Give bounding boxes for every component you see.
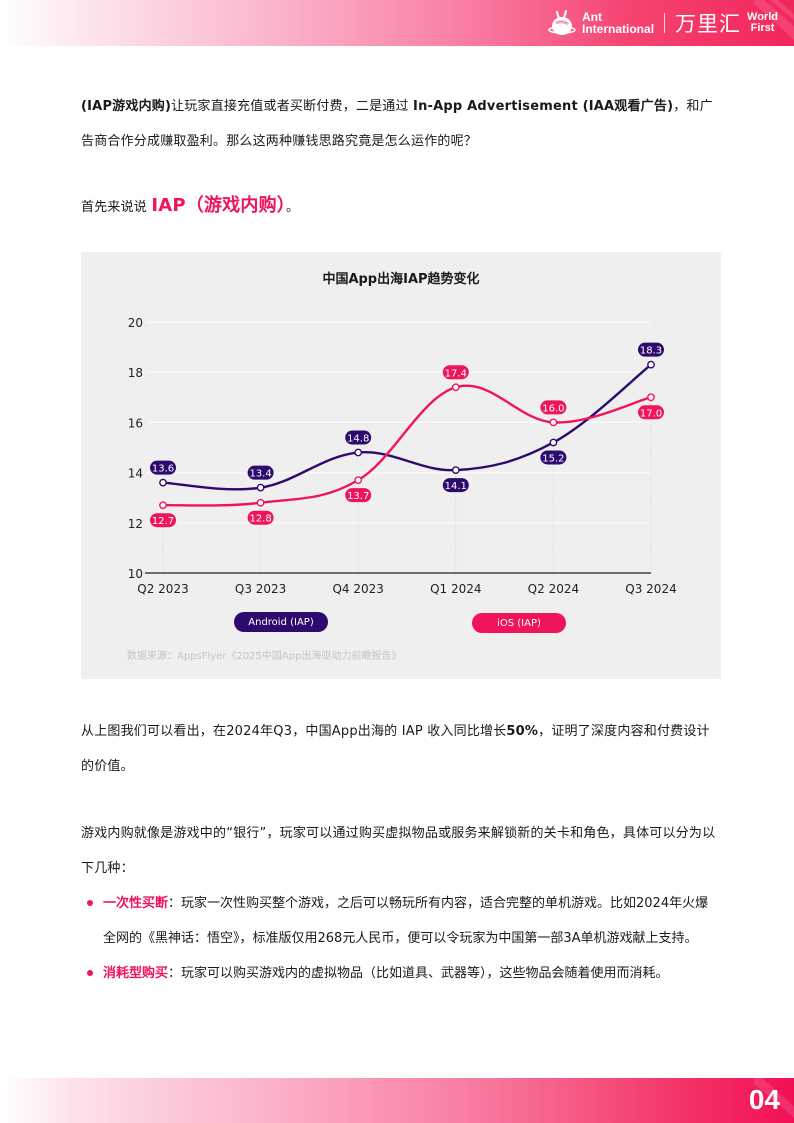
svg-text:17.4: 17.4: [445, 368, 467, 379]
iaa-term: In-App Advertisement (IAA观看广告): [413, 99, 674, 114]
p1-text-b: ，和广告商合作分成赚取盈利。那么这两种赚钱思路究竟是怎么运作的呢？: [81, 99, 713, 149]
growth-paragraph: 从上图我们可以看出，在2024年Q3，中国App出海的 IAP 收入同比增长50…: [81, 714, 721, 784]
svg-text:12.7: 12.7: [152, 516, 174, 527]
chart-source-note: 数据来源：AppsFlyer《2025中国App出海驱动力前瞻报告》: [127, 651, 402, 662]
footer-stripes-decoration: [754, 1078, 794, 1118]
p3-text-a: 从上图我们可以看出，在2024年Q3，中国App出海的 IAP 收入同比增长: [81, 724, 507, 739]
p2-end: 。: [285, 200, 300, 215]
brand-ant-line1: Ant: [582, 10, 603, 24]
brand-divider: [664, 13, 666, 33]
brand-worldfirst-cn: 万里汇: [675, 12, 742, 36]
svg-text:Q2 2023: Q2 2023: [137, 582, 188, 596]
iap-types-list: 一次性买断：玩家一次性购买整个游戏，之后可以畅玩所有内容，适合完整的单机游戏。比…: [81, 886, 721, 991]
brand-wf-line1: World: [747, 11, 778, 23]
svg-text:16: 16: [128, 416, 143, 430]
iap-term: (IAP游戏内购): [81, 99, 172, 114]
growth-percent: 50%: [506, 724, 539, 739]
svg-text:20: 20: [128, 316, 143, 330]
svg-text:Q4 2023: Q4 2023: [332, 582, 383, 596]
brand-wf-line2: First: [750, 22, 775, 34]
list-item: 一次性买断：玩家一次性购买整个游戏，之后可以畅玩所有内容，适合完整的单机游戏。比…: [81, 886, 721, 956]
iap-heading: IAP（游戏内购）: [151, 195, 286, 216]
svg-text:14: 14: [128, 467, 143, 481]
brand-ant-international: Ant International: [582, 11, 654, 35]
bullet-text: ：玩家可以购买游戏内的虚拟物品（比如道具、武器等），这些物品会随着使用而消耗。: [168, 966, 669, 981]
iap-types-intro: 游戏内购就像是游戏中的“银行”，玩家可以通过购买虚拟物品或服务来解锁新的关卡和角…: [81, 816, 721, 886]
bullet-term: 消耗型购买: [103, 966, 169, 981]
svg-text:Q3 2024: Q3 2024: [625, 582, 676, 596]
ant-mascot-icon: [548, 10, 576, 35]
svg-text:18.3: 18.3: [640, 346, 662, 357]
svg-text:15.2: 15.2: [542, 453, 564, 464]
svg-text:Q2 2024: Q2 2024: [528, 582, 579, 596]
brand-logo: Ant International 万里汇 World First: [548, 5, 778, 41]
legend-android: Android (IAP): [234, 612, 328, 632]
bullet-dot-icon: [87, 970, 93, 976]
legend-ios: iOS (IAP): [472, 613, 566, 633]
svg-text:13.6: 13.6: [152, 464, 174, 475]
intro-paragraph: (IAP游戏内购)让玩家直接充值或者买断付费，二是通过 In-App Adver…: [81, 89, 721, 159]
svg-text:13.7: 13.7: [347, 491, 369, 502]
svg-text:16.0: 16.0: [542, 403, 564, 414]
svg-text:Q3 2023: Q3 2023: [235, 582, 286, 596]
svg-text:12.8: 12.8: [249, 514, 271, 525]
svg-text:Q1 2024: Q1 2024: [430, 582, 481, 596]
svg-text:18: 18: [128, 366, 143, 380]
svg-text:10: 10: [128, 567, 143, 581]
bullet-dot-icon: [87, 900, 93, 906]
p1-text-a: 让玩家直接充值或者买断付费，二是通过: [171, 99, 414, 114]
bullet-term: 一次性买断: [103, 896, 169, 911]
p2-text: 首先来说说: [81, 200, 152, 215]
brand-worldfirst-en: World First: [747, 12, 778, 34]
iap-intro-line: 首先来说说 IAP（游戏内购）。: [81, 188, 721, 225]
header-stripes-decoration: [754, 0, 794, 40]
list-item: 消耗型购买：玩家可以购买游戏内的虚拟物品（比如道具、武器等），这些物品会随着使用…: [81, 956, 721, 991]
p3-text-b: ，证明了深度内容和付费设计的价值。: [81, 724, 710, 774]
p4-text: 游戏内购就像是游戏中的“银行”，玩家可以通过购买虚拟物品或服务来解锁新的关卡和角…: [81, 826, 716, 876]
chart-title: 中国App出海IAP趋势变化: [322, 272, 480, 287]
header-band: Ant International 万里汇 World First: [0, 0, 794, 46]
svg-text:17.0: 17.0: [640, 408, 662, 419]
line-chart-plot: 10 12 14 16 18 20 Q2 2023 Q3 2023 Q4 2023 Q1 2024…: [128, 316, 677, 596]
svg-text:13.4: 13.4: [249, 469, 271, 480]
iap-trend-chart: 中国App出海IAP趋势变化 10 12 14 16 18 20 Q2 2023 Q3 202…: [81, 252, 721, 679]
footer-band: 04: [0, 1078, 794, 1123]
svg-text:14.8: 14.8: [347, 434, 369, 445]
svg-text:12: 12: [128, 517, 143, 531]
page-number: 04: [748, 1084, 780, 1115]
bullet-text: ：玩家一次性购买整个游戏，之后可以畅玩所有内容，适合完整的单机游戏。比如2024…: [103, 896, 709, 946]
svg-text:14.1: 14.1: [445, 481, 467, 492]
brand-ant-line2: International: [582, 22, 655, 36]
